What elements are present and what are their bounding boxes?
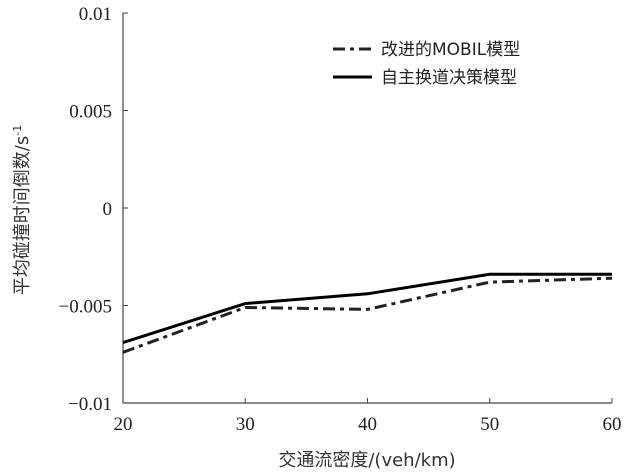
- x-tick-label: 50: [480, 414, 499, 435]
- legend-label-0: 改进的MOBIL模型: [381, 40, 520, 60]
- series-line-0: [122, 276, 613, 354]
- legend-label-1: 自主换道决策模型: [381, 68, 517, 88]
- x-tick-label: 20: [114, 414, 133, 435]
- x-tick-label: 30: [236, 414, 255, 435]
- y-tick-label: −0.005: [59, 297, 112, 318]
- y-tick-label: −0.01: [68, 394, 112, 415]
- y-tick-label: 0.005: [69, 102, 112, 123]
- y-axis-label-superscript: -1: [11, 125, 24, 136]
- y-axis-label: 平均碰撞时间倒数/s-1: [11, 125, 33, 295]
- x-tick-label: 40: [358, 414, 377, 435]
- x-axis-label: 交通流密度/(veh/km): [278, 450, 455, 471]
- series-line-1: [122, 272, 612, 344]
- y-tick-label: 0.01: [79, 4, 112, 25]
- y-tick-label: 0: [103, 199, 113, 220]
- x-tick-label: 60: [603, 414, 622, 435]
